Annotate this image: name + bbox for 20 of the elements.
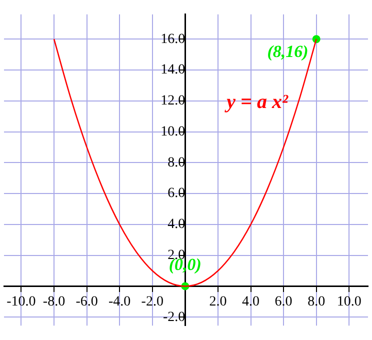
y-tick-label: 4.0 [168, 217, 186, 232]
x-tick-label: 4.0 [242, 294, 260, 310]
x-tick-label: 10.0 [336, 294, 362, 310]
annotation: (8,16) [267, 42, 308, 61]
series-label: y = a x² [224, 91, 289, 114]
y-tick-label: 16.0 [160, 32, 186, 47]
x-tick-label: -10.0 [6, 294, 36, 310]
y-tick-label: 6.0 [168, 186, 186, 202]
x-tick-label: -6.0 [76, 294, 98, 310]
y-tick-label: 14.0 [160, 62, 186, 78]
y-tick-label: 12.0 [160, 94, 186, 109]
x-tick-label: -8.0 [42, 294, 66, 310]
x-tick-label: 8.0 [308, 294, 326, 310]
x-tick-label: -4.0 [108, 294, 131, 310]
x-tick-label: -2.0 [141, 294, 164, 310]
x-tick-label: 2.0 [209, 294, 227, 310]
x-tick-label: 6.0 [274, 294, 292, 310]
y-tick-label: 10.0 [160, 124, 186, 140]
y-tick-label: 8.0 [168, 155, 186, 170]
y-tick-label: -2.0 [163, 310, 186, 325]
